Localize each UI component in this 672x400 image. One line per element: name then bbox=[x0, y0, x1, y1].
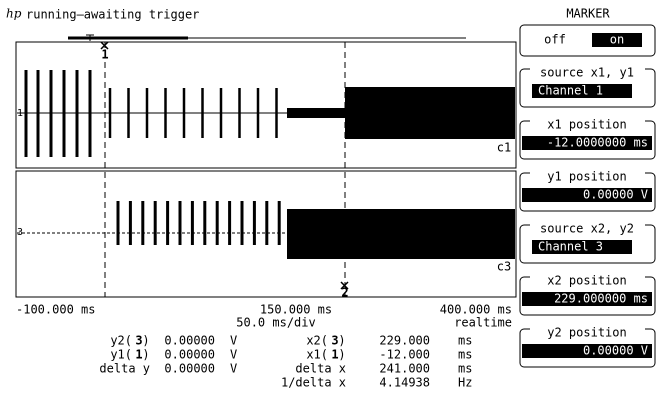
x-label: 400.000 ms bbox=[440, 303, 512, 317]
trigger-mark bbox=[86, 34, 94, 41]
readout-unit: ms bbox=[458, 362, 472, 376]
x-label: -100.000 ms bbox=[16, 303, 95, 317]
readout-close: ) bbox=[142, 334, 149, 348]
readout-close: ) bbox=[338, 348, 345, 362]
readout-value: 0.00000 bbox=[164, 348, 215, 362]
value-bg bbox=[522, 344, 652, 358]
trace-marker: 1 bbox=[17, 108, 23, 119]
label-bg bbox=[530, 118, 645, 132]
x-label: 150.000 ms bbox=[260, 303, 332, 317]
label-bg bbox=[530, 222, 645, 236]
readout-label: y1( bbox=[110, 348, 132, 362]
readout-channel: 1 bbox=[331, 348, 338, 362]
readout-value: 0.00000 bbox=[164, 334, 215, 348]
readout-unit: Hz bbox=[458, 376, 472, 390]
toggle-on-bg bbox=[592, 33, 642, 47]
field-value[interactable]: Channel 3 bbox=[538, 240, 603, 254]
readout-unit: V bbox=[230, 362, 237, 376]
readout-channel: 3 bbox=[331, 334, 338, 348]
trace-burst bbox=[345, 87, 515, 139]
toggle-box[interactable] bbox=[519, 24, 656, 57]
channel-label: c1 bbox=[497, 141, 511, 155]
field-label: source x1, y1 bbox=[540, 66, 634, 80]
field-value[interactable]: 0.00000 V bbox=[583, 188, 648, 202]
label-bg bbox=[530, 274, 645, 288]
cursor-label: 1 bbox=[101, 48, 108, 62]
field-value[interactable]: -12.0000000 ms bbox=[547, 136, 648, 150]
readout-value: 0.00000 bbox=[164, 362, 215, 376]
trace-burst bbox=[287, 108, 345, 118]
readout-close: ) bbox=[142, 348, 149, 362]
field-label: y1 position bbox=[547, 170, 626, 184]
readout-label: 1/delta x bbox=[281, 376, 346, 390]
status: running—awaiting trigger bbox=[26, 8, 199, 22]
readout-unit: V bbox=[230, 334, 237, 348]
field-label: y2 position bbox=[547, 326, 626, 340]
label-bg bbox=[530, 326, 645, 340]
field-value[interactable]: Channel 1 bbox=[538, 84, 603, 98]
readout-label: delta y bbox=[99, 362, 150, 376]
value-bg bbox=[522, 188, 652, 202]
toggle-on[interactable]: on bbox=[610, 33, 624, 47]
field-value[interactable]: 229.000000 ms bbox=[554, 292, 648, 306]
label-bg bbox=[530, 170, 645, 184]
readout-label: y2( bbox=[110, 334, 132, 348]
readout-value: 229.000 bbox=[379, 334, 430, 348]
field-label: source x2, y2 bbox=[540, 222, 634, 236]
readout-unit: ms bbox=[458, 348, 472, 362]
readout-label: x2( bbox=[306, 334, 328, 348]
plot-frame bbox=[15, 41, 517, 169]
logo: hp bbox=[6, 7, 22, 21]
readout-value: 241.000 bbox=[379, 362, 430, 376]
value-bg bbox=[522, 292, 652, 306]
value-bg bbox=[532, 240, 632, 254]
field-label: x1 position bbox=[547, 118, 626, 132]
label-bg bbox=[530, 66, 645, 80]
value-bg bbox=[532, 84, 632, 98]
trace-burst bbox=[287, 209, 515, 259]
cursor-glyph bbox=[100, 41, 349, 290]
readout-value: -12.000 bbox=[379, 348, 430, 362]
readout-channel: 1 bbox=[135, 348, 142, 362]
readout-unit: ms bbox=[458, 334, 472, 348]
field-value[interactable]: 0.00000 V bbox=[583, 344, 648, 358]
readout-unit: V bbox=[230, 348, 237, 362]
cursor-label: 2 bbox=[341, 286, 348, 300]
readout-channel: 3 bbox=[135, 334, 142, 348]
panel-title: MARKER bbox=[566, 7, 610, 21]
trace-marker: 3 bbox=[17, 227, 23, 238]
plot-frame bbox=[15, 170, 517, 298]
readout-close: ) bbox=[338, 334, 345, 348]
readout-label: x1( bbox=[306, 348, 328, 362]
timebase: 50.0 ms/div bbox=[236, 316, 315, 330]
field-label: x2 position bbox=[547, 274, 626, 288]
value-bg bbox=[522, 136, 652, 150]
toggle-off[interactable]: off bbox=[544, 33, 566, 47]
channel-label: c3 bbox=[497, 260, 511, 274]
readout-label: delta x bbox=[295, 362, 346, 376]
mode: realtime bbox=[454, 316, 512, 330]
readout-value: 4.14938 bbox=[379, 376, 430, 390]
